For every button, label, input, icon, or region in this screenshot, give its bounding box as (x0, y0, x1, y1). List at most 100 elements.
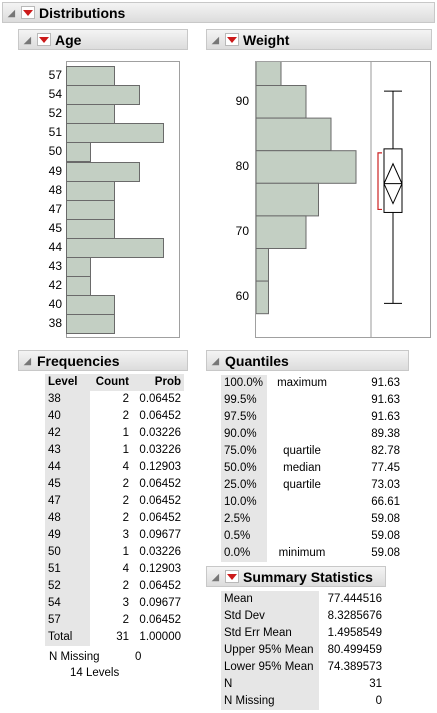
quantile-row: 10.0% 66.61 (221, 494, 403, 511)
age-bar-48[interactable] (66, 180, 115, 201)
quantile-row-cell: quartile (283, 479, 321, 491)
summary-statistics-table: Mean 77.444516 Std Dev 8.3285676 Std Err Mea… (221, 591, 385, 710)
frequency-row-cell: 48 (45, 510, 90, 527)
age-tick-label: 57 (48, 68, 62, 82)
frequency-row-cell: 4 (122, 563, 129, 575)
age-tick-label: 44 (48, 239, 62, 254)
box (383, 148, 403, 213)
quantile-row-cell: 2.5% (221, 511, 267, 528)
quantile-row-cell: 91.63 (371, 394, 400, 406)
quantile-row: 90.0% 89.38 (221, 426, 403, 443)
summary-row: Upper 95% Mean 80.499459 (221, 642, 385, 659)
quantile-row-cell (267, 392, 337, 409)
age-bar-51[interactable] (66, 123, 164, 144)
frequency-row-cell: 2 (122, 614, 129, 626)
quantiles-header[interactable]: ◢ Quantiles (206, 350, 409, 371)
frequency-row-cell: 2 (122, 393, 129, 405)
summary-row-cell: 80.499459 (327, 644, 382, 656)
age-bar-57[interactable] (66, 66, 115, 87)
quantile-row-cell: 59.08 (371, 530, 400, 542)
red-menu-icon[interactable] (37, 33, 51, 46)
age-header[interactable]: ◢ Age (18, 29, 188, 50)
quantile-row-cell: 89.38 (371, 428, 400, 440)
quantile-row-cell: 10.0% (221, 494, 267, 511)
frequency-row-cell: 1 (122, 444, 129, 456)
age-bar-50[interactable] (66, 142, 91, 163)
age-tick-label: 54 (48, 87, 62, 102)
frequency-row: 38 2 0.06452 (45, 391, 184, 408)
age-tick-label: 52 (48, 106, 62, 121)
collapse-triangle-icon[interactable]: ◢ (212, 34, 219, 45)
frequency-row-cell: 2 (122, 580, 129, 592)
collapse-triangle-icon[interactable]: ◢ (24, 34, 31, 45)
collapse-triangle-icon[interactable]: ◢ (212, 355, 219, 366)
weight-title: Weight (243, 31, 290, 48)
weight-bar[interactable] (256, 150, 357, 184)
quantile-row-cell (267, 426, 337, 443)
weight-bar[interactable] (256, 182, 319, 217)
collapse-triangle-icon[interactable]: ◢ (24, 355, 31, 366)
frequency-row-cell: 0.09677 (139, 529, 181, 541)
frequency-row-cell: 57 (45, 612, 90, 629)
red-menu-icon[interactable] (225, 570, 239, 583)
frequencies-header[interactable]: ◢ Frequencies (18, 350, 188, 371)
distributions-header[interactable]: ◢ Distributions (2, 2, 435, 23)
collapse-triangle-icon[interactable]: ◢ (212, 571, 219, 582)
frequency-row-cell: 0.06452 (139, 512, 181, 524)
age-histogram[interactable] (66, 61, 180, 338)
summary-row-cell: Lower 95% Mean (221, 659, 319, 676)
weight-plot-frame[interactable] (255, 61, 431, 338)
weight-bar[interactable] (256, 280, 269, 315)
frequency-row-cell: 0.06452 (139, 580, 181, 592)
frequency-row-cell: 40 (45, 408, 90, 425)
summary-statistics-header[interactable]: ◢ Summary Statistics (206, 566, 386, 587)
frequency-row-cell: 51 (45, 561, 90, 578)
frequency-row-cell: 2 (122, 410, 129, 422)
collapse-triangle-icon[interactable]: ◢ (8, 7, 15, 18)
summary-row-cell: Mean (221, 591, 319, 608)
age-bar-54[interactable] (66, 85, 140, 106)
frequency-row-cell: 0.12903 (139, 461, 181, 473)
frequency-row: 54 3 0.09677 (45, 595, 184, 612)
quantile-row: 75.0% quartile 82.78 (221, 443, 403, 460)
quantile-row-cell: 0.0% (221, 545, 267, 562)
weight-bar[interactable] (256, 117, 332, 152)
quantile-row: 50.0% median 77.45 (221, 460, 403, 477)
weight-tick-label: 60 (235, 289, 249, 304)
quantile-row-cell: 77.45 (371, 462, 400, 474)
quantile-row-cell: 50.0% (221, 460, 267, 477)
age-bar-49[interactable] (66, 161, 140, 182)
age-bar-44[interactable] (66, 237, 164, 258)
frequency-row-cell: 0.03226 (139, 444, 181, 456)
frequency-row-cell: 38 (45, 391, 90, 408)
quantile-row-cell: 25.0% (221, 477, 267, 494)
age-bar-43[interactable] (66, 257, 91, 278)
quantile-row: 2.5% 59.08 (221, 511, 403, 528)
weight-header[interactable]: ◢ Weight (206, 29, 432, 50)
frequency-row: 47 2 0.06452 (45, 493, 184, 510)
red-menu-icon[interactable] (21, 6, 35, 19)
quantile-row-cell: 90.0% (221, 426, 267, 443)
summary-row-cell: 77.444516 (327, 593, 382, 605)
age-bar-45[interactable] (66, 218, 115, 239)
age-bar-42[interactable] (66, 276, 91, 297)
weight-bar[interactable] (256, 215, 307, 249)
frequencies-title: Frequencies (37, 352, 120, 369)
age-bar-52[interactable] (66, 104, 115, 125)
frequencies-header-row: Level Count Prob (45, 374, 184, 391)
quantile-row-cell: quartile (283, 445, 321, 457)
frequency-row-cell: 45 (45, 476, 90, 493)
frequency-row-cell: 3 (122, 529, 129, 541)
age-bar-38[interactable] (66, 314, 115, 335)
weight-bar[interactable] (256, 248, 269, 282)
age-bar-47[interactable] (66, 199, 115, 220)
red-menu-icon[interactable] (225, 33, 239, 46)
weight-bar[interactable] (256, 62, 282, 86)
frequency-row-cell: 0.06452 (139, 410, 181, 422)
summary-row: Std Dev 8.3285676 (221, 608, 385, 625)
frequency-total-row: Total 31 1.00000 (45, 629, 184, 646)
weight-bar[interactable] (256, 85, 307, 119)
quantile-row: 100.0% maximum 91.63 (221, 375, 403, 392)
age-bar-40[interactable] (66, 295, 115, 316)
frequency-row-cell: 2 (122, 478, 129, 490)
